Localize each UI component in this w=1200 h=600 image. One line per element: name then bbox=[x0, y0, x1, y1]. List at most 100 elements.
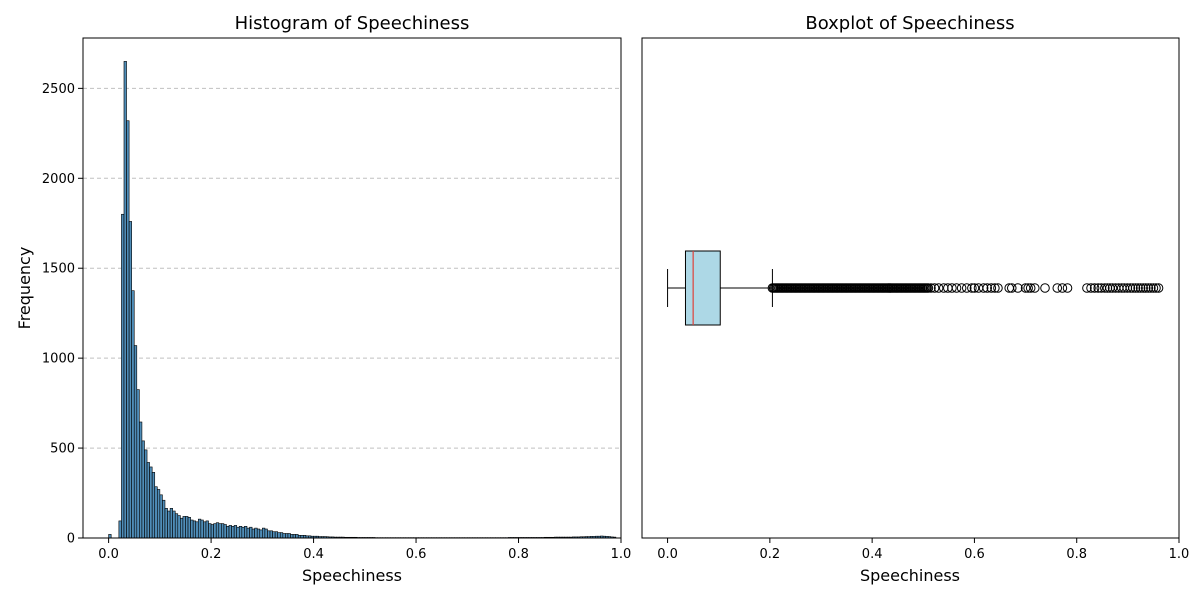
histogram-bar bbox=[123, 61, 127, 539]
boxplot-outlier bbox=[1057, 283, 1068, 293]
boxplot-outlier bbox=[1128, 283, 1138, 293]
boxplot-outlier bbox=[1025, 283, 1036, 293]
boxplot-outlier bbox=[1138, 283, 1148, 293]
boxplot-x-axis-label: Speechiness bbox=[860, 566, 960, 585]
histogram-bar bbox=[218, 523, 222, 539]
boxplot-outlier bbox=[1133, 283, 1143, 293]
histogram-bar bbox=[128, 221, 132, 539]
histogram-bar bbox=[177, 515, 181, 539]
histogram-bar bbox=[231, 526, 235, 539]
histogram-x-tick-label: 0.8 bbox=[508, 547, 529, 562]
histogram-bar bbox=[210, 524, 214, 539]
boxplot-plot-frame bbox=[641, 37, 1180, 539]
boxplot-outlier bbox=[1006, 283, 1017, 293]
boxplot-outlier bbox=[1143, 283, 1154, 293]
histogram-bar bbox=[295, 534, 299, 539]
boxplot-outlier bbox=[969, 283, 980, 293]
histogram-bar bbox=[264, 528, 268, 539]
histogram-bar bbox=[133, 345, 138, 539]
boxplot-outlier bbox=[1052, 283, 1063, 293]
histogram-bar bbox=[249, 526, 253, 539]
histogram-bar bbox=[256, 528, 261, 539]
boxplot-outlier bbox=[1029, 283, 1040, 293]
boxplot-marks bbox=[667, 250, 1164, 326]
histogram-bar bbox=[136, 389, 140, 539]
histogram-x-ticks: 0.0 0.2 0.4 0.6 0.8 1.0 bbox=[98, 538, 631, 562]
boxplot-x-tick-label: 0.2 bbox=[760, 547, 781, 562]
boxplot-outlier bbox=[961, 283, 972, 293]
histogram-bar bbox=[223, 524, 227, 539]
histogram-bar bbox=[241, 526, 245, 539]
histogram-bar bbox=[185, 516, 189, 539]
histogram-bar bbox=[149, 466, 153, 539]
boxplot-outlier bbox=[1062, 283, 1073, 293]
histogram-bar bbox=[200, 519, 204, 539]
boxplot-title: Boxplot of Speechiness bbox=[805, 13, 1014, 34]
boxplot-outlier bbox=[926, 283, 936, 293]
histogram-bar bbox=[213, 523, 217, 539]
histogram-bar bbox=[287, 533, 291, 539]
boxplot-outlier bbox=[1023, 283, 1033, 293]
histogram-y-tick-label: 2500 bbox=[42, 82, 75, 97]
boxplot-outlier bbox=[978, 283, 989, 293]
histogram-bar bbox=[215, 522, 220, 539]
histogram-bar bbox=[172, 510, 176, 539]
histogram-bars bbox=[108, 61, 617, 539]
boxplot-outlier bbox=[1151, 283, 1161, 293]
histogram-bar bbox=[228, 525, 232, 539]
boxplot-outlier bbox=[993, 283, 1003, 293]
boxplot-outlier bbox=[990, 283, 1000, 293]
histogram-bar bbox=[182, 516, 186, 539]
boxplot-outlier bbox=[1020, 283, 1031, 293]
histogram-bar bbox=[190, 519, 194, 539]
histogram-bar bbox=[169, 508, 173, 539]
histogram-bar bbox=[151, 472, 156, 539]
histogram-bar bbox=[121, 213, 125, 539]
histogram-bar bbox=[126, 120, 130, 539]
histogram-x-tick-label: 0.6 bbox=[406, 547, 427, 562]
histogram-bar bbox=[174, 513, 179, 539]
boxplot-outlier bbox=[923, 283, 934, 293]
histogram-bar bbox=[282, 533, 286, 539]
boxplot-chart: Boxplot of Speechiness Speechiness 0.0 0.… bbox=[641, 13, 1189, 585]
histogram-x-tick-label: 0.2 bbox=[201, 547, 222, 562]
histogram-bar bbox=[203, 521, 207, 539]
histogram-bar bbox=[192, 520, 197, 539]
boxplot-x-tick-label: 0.4 bbox=[862, 547, 883, 562]
histogram-y-ticks: 0 500 1000 1500 2000 2500 bbox=[42, 82, 83, 547]
boxplot-outlier bbox=[1086, 283, 1096, 293]
histogram-bar bbox=[292, 534, 296, 539]
histogram-bar bbox=[285, 533, 289, 539]
histogram-bar bbox=[244, 526, 248, 539]
histogram-bar bbox=[164, 508, 168, 539]
histogram-bar bbox=[144, 449, 148, 539]
boxplot-outlier bbox=[1040, 283, 1050, 293]
histogram-bar bbox=[146, 462, 150, 539]
histogram-bar bbox=[159, 494, 163, 539]
histogram-bar bbox=[208, 523, 212, 539]
histogram-x-tick-label: 0.0 bbox=[98, 547, 119, 562]
histogram-bar bbox=[205, 520, 209, 539]
histogram-bar bbox=[156, 489, 161, 539]
boxplot-outlier bbox=[1082, 283, 1092, 293]
histogram-plot-frame bbox=[82, 37, 622, 539]
histogram-bar bbox=[236, 526, 240, 539]
histogram-bar bbox=[267, 530, 271, 539]
boxplot-outlier bbox=[929, 283, 940, 293]
boxplot-outlier bbox=[1146, 283, 1156, 293]
histogram-bar bbox=[274, 531, 279, 539]
histogram-x-tick-label: 1.0 bbox=[611, 547, 632, 562]
histogram-bar bbox=[197, 518, 202, 539]
boxplot-outlier bbox=[1125, 283, 1136, 293]
histogram-bar bbox=[290, 534, 294, 539]
boxplot-outlier bbox=[1135, 283, 1146, 293]
boxplot-x-tick-label: 0.6 bbox=[964, 547, 985, 562]
histogram-bar bbox=[162, 499, 166, 539]
histogram-bar bbox=[238, 526, 243, 539]
histogram-y-tick-label: 2000 bbox=[42, 172, 75, 187]
boxplot-x-tick-label: 0.8 bbox=[1066, 547, 1087, 562]
boxplot-outlier bbox=[1093, 283, 1103, 293]
histogram-bar bbox=[195, 521, 199, 539]
boxplot-outlier bbox=[933, 283, 944, 293]
